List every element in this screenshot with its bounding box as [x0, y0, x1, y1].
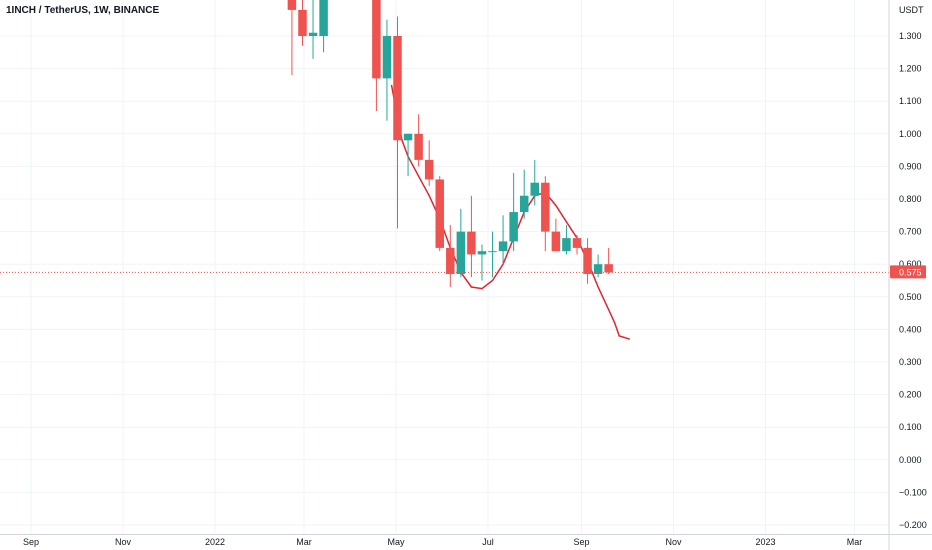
candle: [467, 195, 476, 278]
candle-body: [477, 251, 487, 255]
candle-body: [488, 251, 497, 253]
candle-body: [562, 238, 571, 252]
y-tick-label: 0.100: [899, 422, 922, 432]
x-tick-label: Sep: [23, 537, 39, 547]
candle: [319, 0, 328, 53]
candle: [519, 169, 529, 219]
candle: [446, 225, 455, 288]
y-tick-label: 1.300: [899, 31, 922, 41]
candle-body: [541, 182, 550, 232]
candle: [456, 208, 466, 278]
candle-body: [319, 0, 328, 36]
candle: [509, 172, 518, 252]
candle-body: [298, 9, 307, 36]
price-axis[interactable]: −0.200 −0.100 0.000 0.100 0.200 0.300 0.400 0.5…: [888, 0, 927, 550]
x-tick-label: Mar: [847, 537, 863, 547]
moving-average-line: [390, 84, 631, 340]
y-tick-label: 0.200: [899, 390, 922, 400]
candle: [435, 176, 444, 252]
y-tick-label: 1.000: [899, 129, 922, 139]
candle-body: [572, 238, 582, 248]
candle: [424, 140, 434, 186]
candle-body: [308, 32, 318, 36]
candle: [562, 225, 571, 255]
candle-body: [551, 231, 561, 252]
y-tick-label: −0.100: [899, 487, 927, 497]
candle: [551, 218, 561, 252]
time-axis[interactable]: Sep Nov 2022 Mar May Jul Sep Nov 2023 Mar: [0, 534, 932, 548]
candle-body: [393, 36, 402, 141]
candle: [382, 19, 392, 121]
last-price-tag: [890, 265, 926, 279]
candle-body: [509, 212, 518, 242]
x-tick-label: 2022: [205, 537, 225, 547]
candle: [372, 0, 381, 111]
x-tick-label: Jul: [482, 537, 494, 547]
x-tick-label: 2023: [756, 537, 776, 547]
chart-title: 1INCH / TetherUS, 1W, BINANCE: [6, 5, 160, 16]
candle: [403, 133, 413, 177]
candle: [393, 16, 402, 229]
candles-layer: [287, 0, 613, 288]
candle: [530, 159, 540, 206]
grid-lines: [0, 0, 888, 534]
candle: [298, 0, 307, 46]
candle: [583, 238, 592, 284]
y-tick-label: −0.200: [899, 520, 927, 530]
currency-label: USDT: [899, 5, 924, 15]
x-tick-label: Mar: [296, 537, 312, 547]
y-tick-label: 0.600: [899, 259, 922, 269]
y-tick-label: 0.400: [899, 324, 922, 334]
y-tick-label: 0.500: [899, 292, 922, 302]
candle: [308, 0, 318, 59]
y-tick-label: 0.300: [899, 357, 922, 367]
x-tick-label: Nov: [115, 537, 132, 547]
candle: [488, 231, 497, 278]
candle-body: [456, 231, 466, 274]
candle: [414, 114, 423, 167]
candle-body: [583, 247, 592, 274]
candle-body: [382, 36, 392, 79]
y-tick-label: 0.700: [899, 227, 922, 237]
candle: [541, 176, 550, 252]
y-tick-label: 1.200: [899, 64, 922, 74]
candle-body: [414, 133, 423, 160]
x-tick-label: Sep: [574, 537, 590, 547]
candle: [498, 215, 508, 265]
candle-body: [446, 247, 455, 274]
candle-body: [372, 0, 381, 79]
candle: [572, 234, 582, 255]
candle: [477, 244, 487, 281]
y-tick-label: 0.900: [899, 161, 922, 171]
x-tick-label: May: [387, 537, 405, 547]
candle-body: [593, 264, 603, 274]
moving-average-layer: [390, 84, 631, 340]
y-tick-label: 0.000: [899, 455, 922, 465]
candle-body: [519, 195, 529, 213]
candle-body: [403, 133, 413, 141]
candle-body: [467, 231, 476, 255]
candle-body: [424, 159, 434, 180]
candle-body: [604, 264, 613, 273]
x-tick-label: Nov: [666, 537, 683, 547]
candle-body: [435, 179, 444, 248]
candle-body: [498, 241, 508, 252]
candle: [287, 0, 297, 76]
candle: [604, 247, 613, 274]
candle-body: [530, 182, 540, 196]
last-price-label: 0.575: [899, 267, 922, 277]
candle: [593, 254, 603, 278]
y-tick-label: 1.100: [899, 96, 922, 106]
y-tick-label: 0.800: [899, 194, 922, 204]
candle-body: [287, 0, 297, 10]
